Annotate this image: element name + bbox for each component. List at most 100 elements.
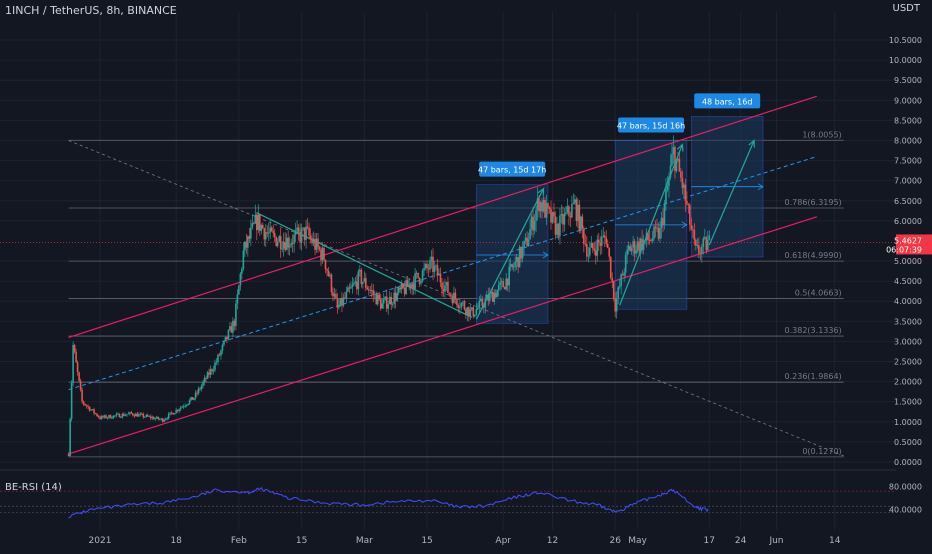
candle-up — [305, 226, 307, 240]
candle-up — [668, 177, 670, 186]
projection-arrowhead — [537, 187, 545, 196]
candle-up — [665, 189, 667, 204]
candle-up — [154, 418, 157, 420]
candle-up — [353, 282, 355, 285]
candle-down — [284, 241, 286, 251]
candle-down — [341, 297, 343, 306]
candle-up — [144, 416, 146, 418]
candle-down — [335, 293, 337, 299]
range-mid-arrowhead — [681, 221, 688, 229]
candle-up — [444, 285, 446, 292]
candle-up — [675, 160, 678, 172]
candle-down — [314, 238, 316, 250]
bar-countdown: 06:07:39 — [886, 245, 922, 254]
x-tick-label: 26 — [609, 536, 621, 546]
candle-up — [388, 296, 391, 305]
candle-up — [515, 256, 518, 263]
candle-up — [145, 415, 148, 417]
candle-down — [463, 302, 466, 310]
channel-upper-line[interactable] — [68, 95, 817, 338]
candle-down — [472, 307, 475, 317]
parallel-channel[interactable] — [68, 95, 817, 455]
candle-down — [608, 247, 611, 257]
candle-up — [512, 266, 515, 268]
candle-up — [351, 284, 354, 288]
candle-up — [545, 203, 548, 218]
projection-arrow-line[interactable] — [708, 140, 755, 246]
candle-down — [394, 292, 397, 301]
candle-down — [170, 412, 173, 414]
candle-down — [297, 227, 300, 232]
candle-down — [578, 204, 581, 231]
candle-down — [611, 277, 614, 282]
candle-up — [108, 415, 110, 418]
candle-up — [382, 299, 385, 304]
candle-up — [539, 202, 542, 212]
candle-down — [432, 256, 434, 272]
candle-up — [164, 418, 167, 420]
candle-up — [478, 300, 481, 308]
candle-up — [167, 413, 170, 419]
candle-down — [465, 309, 467, 315]
projection-arrow-line[interactable] — [475, 188, 545, 320]
candle-down — [306, 226, 309, 228]
candle-up — [672, 147, 675, 155]
trendlines[interactable] — [68, 140, 844, 457]
candle-down — [605, 237, 608, 244]
candle-up — [250, 227, 252, 239]
candle-down — [299, 231, 301, 243]
candle-up — [338, 306, 340, 308]
candle-up — [282, 241, 285, 249]
candle-up — [660, 217, 663, 228]
candle-up — [221, 344, 224, 351]
candle-down — [211, 369, 213, 372]
candle-down — [447, 281, 449, 293]
candle-up — [160, 418, 163, 420]
projection-arrow-line[interactable] — [619, 144, 683, 306]
candle-down — [390, 296, 392, 305]
fibonacci-retracement[interactable]: 1(8.0055) 0.786(6.3195) 0.618(4.9990) 0.5(4… — [68, 130, 844, 458]
candle-down — [199, 388, 201, 390]
candle-up — [212, 369, 215, 372]
candle-down — [520, 246, 522, 259]
descending-trendline[interactable] — [256, 212, 473, 318]
fib-level-label: 0.5(4.0663) — [795, 289, 842, 298]
channel-mid-line[interactable] — [68, 156, 817, 391]
candle-down — [612, 281, 615, 299]
candle-up — [244, 241, 246, 251]
dashed-trendline[interactable] — [68, 140, 844, 457]
range-label-text: 48 bars, 16d — [702, 97, 753, 106]
range-label-box — [618, 117, 685, 133]
candle-up — [435, 265, 437, 267]
candle-up — [696, 245, 699, 246]
candle-down — [263, 228, 266, 240]
candle-up — [566, 206, 569, 213]
candle-up — [475, 309, 478, 315]
channel-lower-line[interactable] — [68, 216, 817, 455]
candle-down — [176, 409, 179, 412]
candle-down — [597, 239, 600, 243]
projection-arrows[interactable] — [475, 139, 755, 320]
candle-up — [677, 158, 679, 161]
candle-down — [379, 299, 382, 309]
candle-down — [662, 217, 664, 225]
candle-up — [626, 249, 628, 255]
x-tick-label: 12 — [547, 536, 558, 546]
candle-down — [226, 336, 228, 340]
candle-down — [141, 413, 143, 415]
x-tick-label: 15 — [296, 536, 307, 546]
candle-down — [372, 290, 375, 295]
candle-up — [285, 237, 288, 251]
fib-level-label: 0.618(4.9990) — [785, 251, 842, 260]
candle-up — [158, 419, 161, 420]
candle-up — [120, 417, 122, 419]
candle-down — [208, 372, 210, 375]
x-tick-label: Feb — [231, 536, 247, 546]
candle-up — [112, 415, 115, 418]
candle-down — [451, 296, 454, 304]
candle-up — [505, 278, 507, 290]
rsi-indicator-label[interactable]: BE-RSI (14) — [5, 482, 62, 493]
